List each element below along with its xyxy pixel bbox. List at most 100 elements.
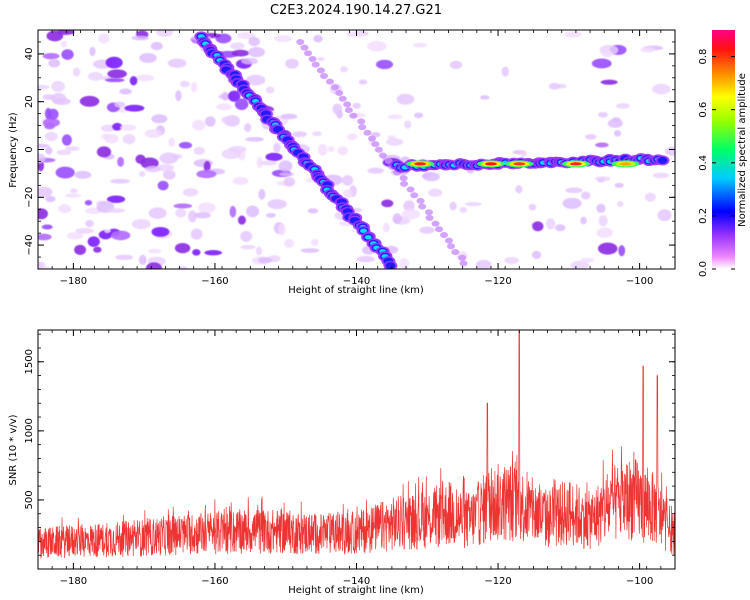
spectrogram-noise-cell [259, 160, 277, 166]
spectrogram-noise-cell [248, 47, 265, 58]
snr-y-axis: 500 1000 1500 [24, 333, 675, 570]
spectrogram-noise-cell [124, 104, 145, 112]
spectrogram-noise-cell [74, 170, 92, 179]
spectrogram-noise-cell [151, 114, 168, 124]
spectrogram-noise-cell [598, 215, 608, 227]
spectrogram-faint-cell [458, 254, 467, 261]
spectrogram-noise-cell [651, 83, 671, 95]
spectrogram-noise-cell [216, 103, 232, 111]
spectrogram-noise-cell [87, 236, 100, 247]
spectrogram-noise-cell [273, 142, 281, 153]
snr-y-tick-label: 500 [24, 490, 35, 509]
spectrogram-noise-cell [598, 111, 608, 118]
spectrogram-track-cell [385, 262, 396, 269]
spectrogram-noise-cell [106, 195, 126, 204]
spectrogram-noise-cell [104, 228, 111, 234]
spectrogram-noise-cell [174, 243, 191, 254]
spectrogram-noise-cell [38, 143, 50, 148]
spectrogram-noise-cell [112, 122, 123, 131]
spectrogram-noise-cell [520, 150, 527, 157]
spectrogram-noise-cell [110, 230, 131, 241]
colorbar-tick-label: 0.8 [698, 49, 709, 65]
spectrogram-noise-cell [51, 92, 67, 104]
spectrogram-faint-cell [349, 112, 358, 119]
colorbar-gradient [712, 30, 735, 269]
spectrogram-noise-cell [230, 42, 245, 50]
spectrogram-noise-cell [528, 203, 537, 211]
spectrogram-noise-cell [187, 210, 197, 223]
spectrogram-noise-cell [66, 232, 84, 240]
spectrogram-noise-cell [392, 213, 402, 224]
spectrogram-noise-cell [156, 30, 173, 37]
spectrogram-noise-cell [79, 95, 100, 107]
spectrogram-noise-cell [595, 142, 609, 148]
spectrogram-noise-cell [44, 131, 58, 142]
spectrogram-noise-cell [131, 35, 150, 41]
spectrogram-y-tick-label: −40 [24, 235, 35, 256]
spectrogram-faint-cell [400, 180, 409, 187]
snr-panel: −180 −160 −140 −120 −100 500 1000 1500 Height … [8, 329, 676, 596]
spectrogram-noise-cell [89, 46, 96, 57]
spectrogram-noise-cell [657, 209, 672, 222]
spectrogram-noise-cell [105, 78, 125, 83]
spectrogram-noise-cell [42, 52, 60, 60]
spectrogram-noise-cell [459, 206, 467, 213]
snr-x-tick-label: −140 [343, 576, 370, 587]
spectrogram-x-tick-label: −180 [60, 276, 87, 287]
spectrogram-noise-cell [157, 180, 169, 191]
spectrogram-noise-cell [231, 49, 250, 57]
spectrogram-panel: −180 −160 −140 −120 −100 −40 −20 0 20 40 Height … [8, 29, 676, 296]
spectrogram-x-axis: −180 −160 −140 −120 −100 [37, 30, 676, 287]
spectrogram-noise-cell [51, 80, 65, 92]
spectrogram-noise-cell [47, 108, 59, 120]
snr-x-tick-label: −180 [60, 576, 87, 587]
spectrogram-noise-cell [38, 153, 46, 164]
spectrogram-noise-cell [342, 189, 353, 199]
spectrogram-noise-cell [580, 216, 587, 225]
spectrogram-noise-cell [196, 169, 217, 179]
spectrogram-noise-cell [61, 49, 74, 60]
spectrogram-noise-cell [58, 204, 72, 214]
spectrogram-noise-cell [98, 33, 110, 44]
spectrogram-noise-cell [60, 40, 67, 48]
spectrogram-noise-cell [194, 212, 212, 219]
spectrogram-noise-cell [644, 192, 656, 202]
spectrogram-noise-cell [345, 31, 366, 38]
spectrogram-y-tick-label: 20 [24, 95, 35, 108]
spectrogram-noise-cell [203, 160, 211, 173]
spectrogram-noise-cell [449, 201, 457, 211]
spectrogram-noise-cell [465, 201, 482, 207]
spectrogram-noise-cell [665, 146, 675, 156]
spectrogram-noise-cell [428, 188, 443, 197]
spectrogram-noise-cell [258, 188, 266, 200]
spectrogram-noise-cell [385, 138, 404, 146]
spectrogram-noise-cell [190, 228, 203, 240]
snr-x-tick-label: −120 [484, 576, 511, 587]
spectrogram-noise-cell [168, 137, 176, 148]
spectrogram-noise-cell [139, 52, 157, 63]
spectrogram-noise-cell [613, 130, 622, 137]
spectrogram-x-tick-label: −160 [201, 276, 228, 287]
spectrogram-noise-cell [144, 165, 161, 173]
spectrogram-noise-cell [340, 66, 348, 73]
spectrogram-noise-cell [56, 149, 72, 155]
spectrogram-faint-cell [431, 220, 440, 227]
spectrogram-noise-cell [85, 219, 94, 228]
spectrogram-faint-cell [338, 95, 347, 102]
spectrogram-noise-cell [591, 58, 612, 69]
spectrogram-faint-cell [447, 243, 456, 250]
spectrogram-faint-cell [331, 84, 340, 91]
spectrogram-noise-cell [150, 42, 163, 51]
spectrogram-noise-cell [156, 164, 175, 172]
spectrogram-noise-cell [387, 114, 403, 120]
spectrogram-faint-cell [424, 209, 433, 216]
spectrogram-noise-cell [358, 79, 368, 85]
spectrogram-noise-cell [190, 82, 198, 93]
spectrogram-faint-cell [300, 44, 309, 51]
spectrogram-noise-cell [564, 31, 582, 38]
spectrogram-noise-cell [504, 256, 519, 265]
colorbar-tick-label: 0.6 [698, 102, 709, 118]
spectrogram-noise-cell [584, 134, 597, 140]
spectrogram-noise-cell [600, 79, 618, 85]
